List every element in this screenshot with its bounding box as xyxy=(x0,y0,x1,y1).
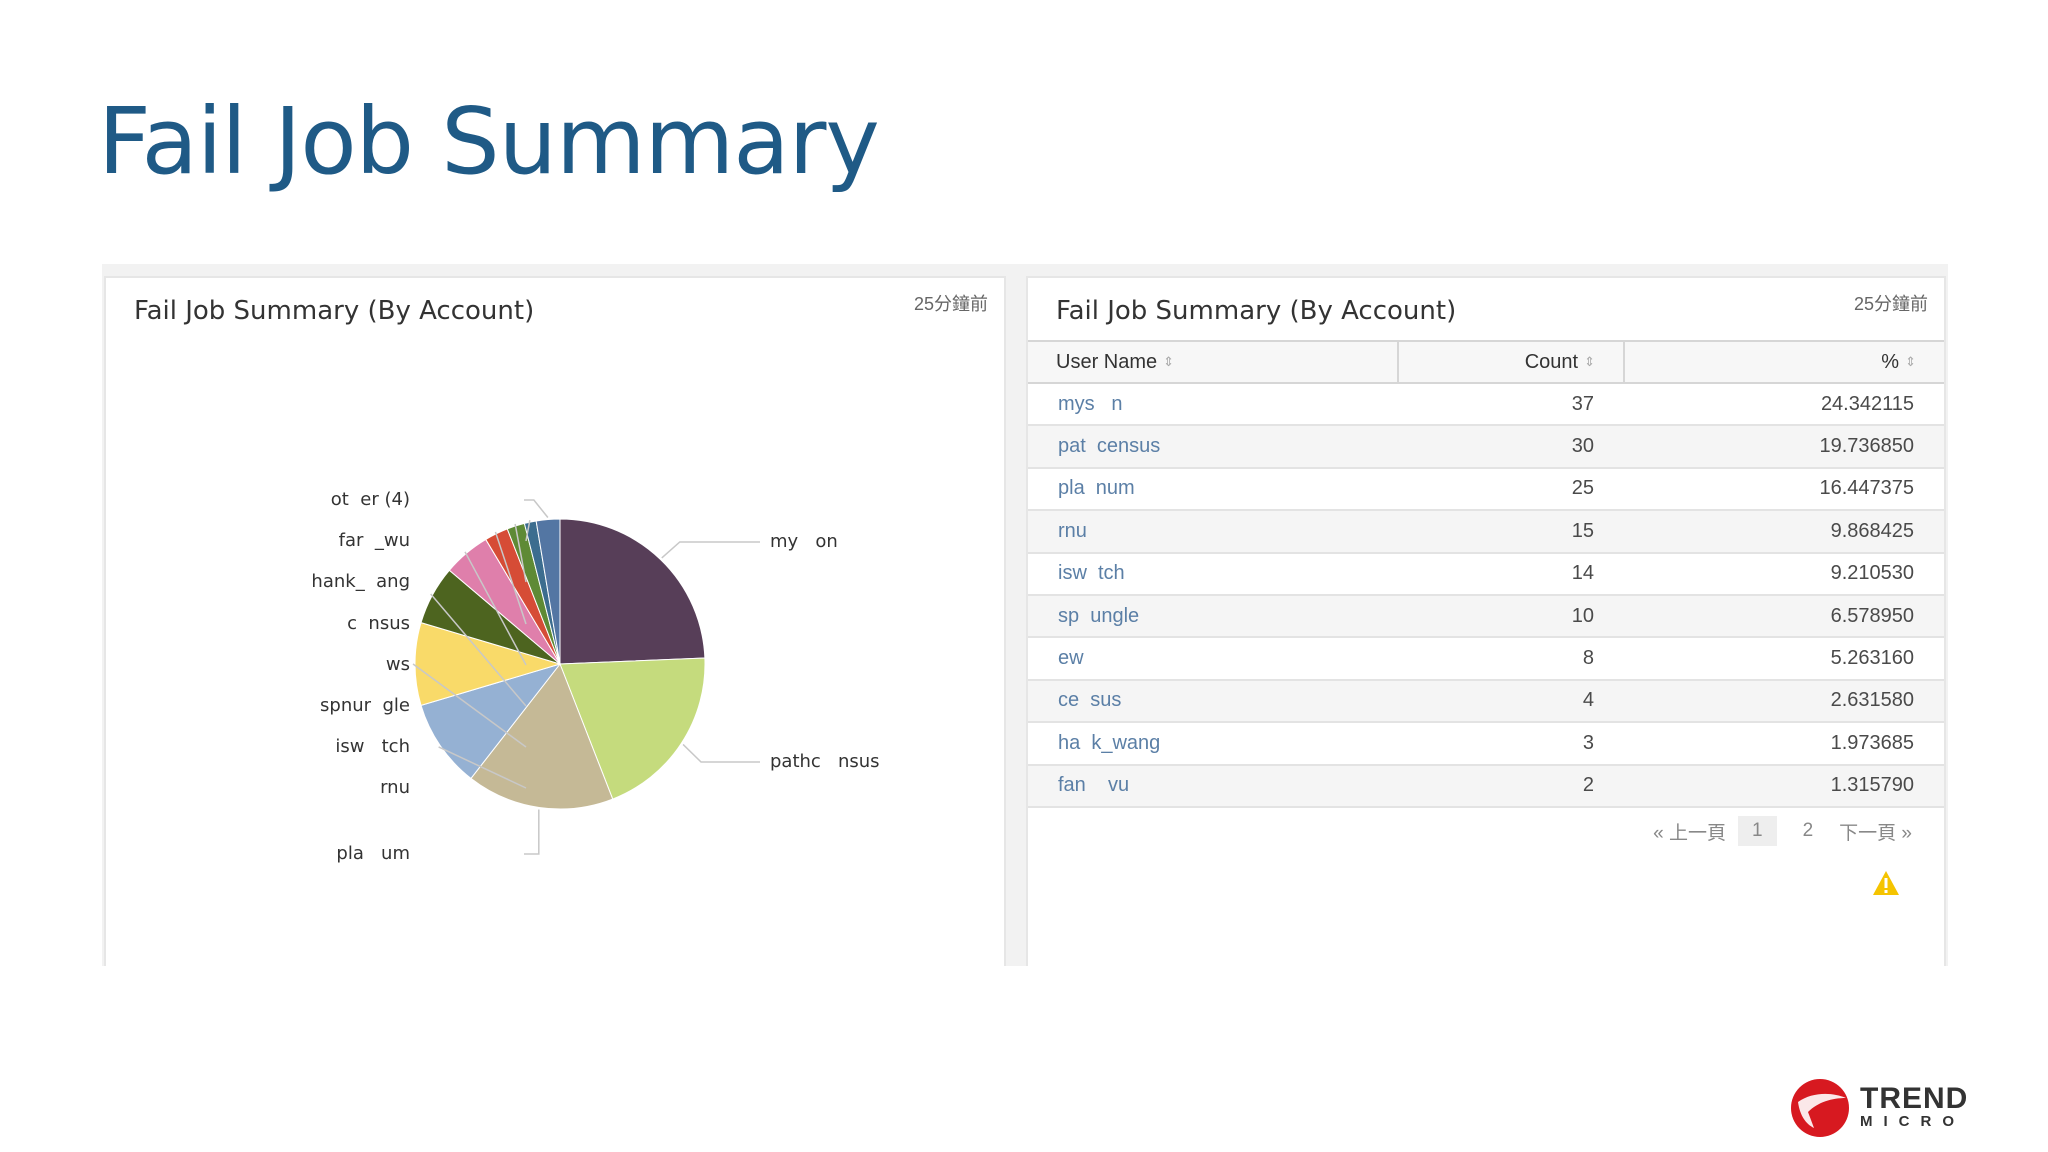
cell-user[interactable]: isw tch xyxy=(1028,552,1398,596)
pie-slice[interactable] xyxy=(414,622,562,706)
sort-icon: ⇕ xyxy=(1905,354,1916,370)
pie-slice[interactable] xyxy=(559,518,706,665)
pie-slice-label: c nsus xyxy=(347,613,410,634)
cell-count: 3 xyxy=(1398,722,1624,766)
column-header-label: % xyxy=(1881,350,1900,373)
cell-percent: 16.447375 xyxy=(1624,467,1944,512)
cell-user[interactable]: rnu xyxy=(1028,510,1398,554)
pie-slice-label: rnu xyxy=(380,777,410,798)
column-header-count[interactable]: Count ⇕ xyxy=(1397,340,1624,384)
table-row[interactable]: pat census 30 19.736850 xyxy=(1028,425,1944,469)
pie-slice[interactable] xyxy=(535,518,561,665)
pie-slice-label: pla um xyxy=(336,843,410,864)
table-row[interactable]: mys n 37 24.342115 xyxy=(1028,383,1944,427)
pie-leader-line xyxy=(524,499,549,518)
logo-text: TREND MICRO xyxy=(1860,1084,1968,1130)
cell-count: 4 xyxy=(1398,679,1624,724)
panel-age: 25分鐘前 xyxy=(1853,294,1928,314)
dashboard-frame: Fail Job Summary (By Account) 25分鐘前 my o… xyxy=(102,264,1948,966)
pie-slice-label: ws xyxy=(374,654,410,675)
sort-icon: ⇕ xyxy=(1584,354,1595,370)
cell-user[interactable]: ew xyxy=(1028,637,1398,681)
cell-percent: 1.315790 xyxy=(1624,764,1944,808)
results-table: User Name ⇕ Count ⇕ % ⇕ mys n 37 24.342115 pa… xyxy=(1028,340,1944,808)
logo-text-top: TREND xyxy=(1860,1082,1969,1115)
cell-user[interactable]: mys n xyxy=(1028,383,1398,427)
cell-user[interactable]: ha k_wang xyxy=(1028,722,1398,766)
cell-percent: 9.210530 xyxy=(1624,552,1944,596)
warning-icon[interactable] xyxy=(1872,870,1900,896)
prev-page-link[interactable]: « 上一頁 xyxy=(1653,822,1726,844)
pie-leader-line xyxy=(524,809,540,855)
page-1-button[interactable]: 1 xyxy=(1737,816,1777,846)
pie-leader-line xyxy=(412,663,527,748)
cell-percent: 24.342115 xyxy=(1624,383,1944,427)
cell-user[interactable]: ce sus xyxy=(1028,679,1398,724)
cell-percent: 2.631580 xyxy=(1624,679,1944,724)
pie-slice-label: spnur gle xyxy=(320,695,410,716)
pie-leader-line xyxy=(464,551,527,666)
column-header-label: User Name xyxy=(1056,350,1158,373)
table-row[interactable]: isw tch 14 9.210530 xyxy=(1028,552,1944,596)
pie-slice-label: isw tch xyxy=(335,736,410,757)
cell-count: 8 xyxy=(1398,637,1624,681)
table-row[interactable]: rnu 15 9.868425 xyxy=(1028,510,1944,554)
table-row[interactable]: fan vu 2 1.315790 xyxy=(1028,764,1944,808)
table-row[interactable]: ew 8 5.263160 xyxy=(1028,637,1944,681)
table-row[interactable]: sp ungle 10 6.578950 xyxy=(1028,594,1944,639)
cell-count: 2 xyxy=(1398,764,1624,808)
sort-icon: ⇕ xyxy=(1163,354,1175,370)
pie-slice-label: hank_ ang xyxy=(311,571,410,592)
pie-leader-line xyxy=(494,531,527,625)
pie-chart: my on pathc nsus pla um rnu isw tch spnur gle… xyxy=(311,489,880,864)
pie-leader-line xyxy=(682,743,760,763)
pie-chart-panel: Fail Job Summary (By Account) 25分鐘前 my o… xyxy=(104,276,1006,966)
cell-count: 14 xyxy=(1398,552,1624,596)
cell-count: 37 xyxy=(1398,383,1624,427)
cell-percent: 9.868425 xyxy=(1624,510,1944,554)
cell-percent: 19.736850 xyxy=(1624,425,1944,469)
slide-title: Fail Job Summary xyxy=(98,88,880,195)
pie-slice[interactable] xyxy=(470,662,614,810)
cell-user[interactable]: pla num xyxy=(1028,467,1398,512)
pie-leader-line xyxy=(430,593,527,707)
pie-leader-line xyxy=(514,523,527,583)
pie-slice-label: ot er (4) xyxy=(331,489,410,510)
pie-leader-line xyxy=(661,541,760,559)
page-2-button[interactable]: 2 xyxy=(1802,820,1814,841)
cell-count: 15 xyxy=(1398,510,1624,554)
cell-count: 30 xyxy=(1398,425,1624,469)
table-row[interactable]: pla num 25 16.447375 xyxy=(1028,467,1944,512)
pie-slice-label: my on xyxy=(770,531,838,552)
panel-title: Fail Job Summary (By Account) xyxy=(134,296,535,326)
table-panel: Fail Job Summary (By Account) 25分鐘前 User… xyxy=(1026,276,1946,966)
column-header-user[interactable]: User Name ⇕ xyxy=(1028,340,1398,384)
cell-count: 25 xyxy=(1398,467,1624,512)
pie-leader-line xyxy=(438,746,527,789)
cell-percent: 5.263160 xyxy=(1624,637,1944,681)
logo-text-bottom: MICRO xyxy=(1860,1113,1965,1130)
pie-leader-line xyxy=(525,519,531,542)
panel-age: 25分鐘前 xyxy=(913,294,988,314)
column-header-percent[interactable]: % ⇕ xyxy=(1623,340,1944,384)
cell-count: 10 xyxy=(1398,594,1624,639)
pie-slice-label: far _wu xyxy=(339,530,410,551)
cell-percent: 6.578950 xyxy=(1624,594,1944,639)
panel-title: Fail Job Summary (By Account) xyxy=(1056,296,1457,326)
trend-micro-logo-icon xyxy=(1791,1079,1849,1137)
table-row[interactable]: ce sus 4 2.631580 xyxy=(1028,679,1944,724)
pie-slice-label: pathc nsus xyxy=(770,751,880,772)
cell-percent: 1.973685 xyxy=(1624,722,1944,766)
pagination: « 上一頁 1 2 下一頁 » xyxy=(1653,816,1912,846)
next-page-link[interactable]: 下一頁 » xyxy=(1839,822,1912,844)
cell-user[interactable]: pat census xyxy=(1028,425,1398,469)
cell-user[interactable]: fan vu xyxy=(1028,764,1398,808)
pie-slice[interactable] xyxy=(559,657,706,800)
cell-user[interactable]: sp ungle xyxy=(1028,594,1398,639)
table-row[interactable]: ha k_wang 3 1.973685 xyxy=(1028,722,1944,766)
column-header-label: Count xyxy=(1524,350,1579,373)
